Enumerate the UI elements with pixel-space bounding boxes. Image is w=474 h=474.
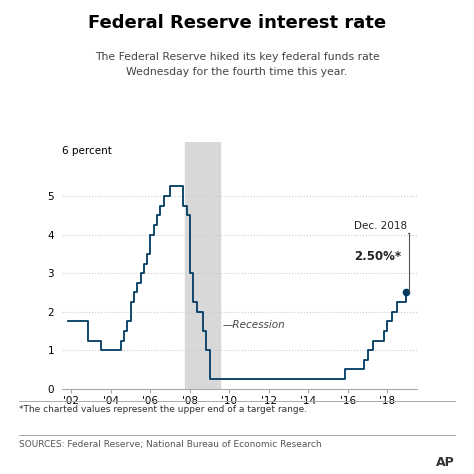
Text: The Federal Reserve hiked its key federal funds rate
Wednesday for the fourth ti: The Federal Reserve hiked its key federa… — [95, 52, 379, 77]
Text: AP: AP — [436, 456, 455, 469]
Text: Federal Reserve interest rate: Federal Reserve interest rate — [88, 14, 386, 32]
Bar — [185, 142, 219, 389]
Text: Dec. 2018: Dec. 2018 — [354, 221, 407, 231]
Text: 6 percent: 6 percent — [62, 146, 111, 155]
Text: 2.50%*: 2.50%* — [354, 250, 401, 263]
Text: *The charted values represent the upper end of a target range.: *The charted values represent the upper … — [19, 405, 307, 414]
Text: —Recession: —Recession — [223, 320, 285, 330]
Text: SOURCES: Federal Reserve; National Bureau of Economic Research: SOURCES: Federal Reserve; National Burea… — [19, 440, 321, 449]
